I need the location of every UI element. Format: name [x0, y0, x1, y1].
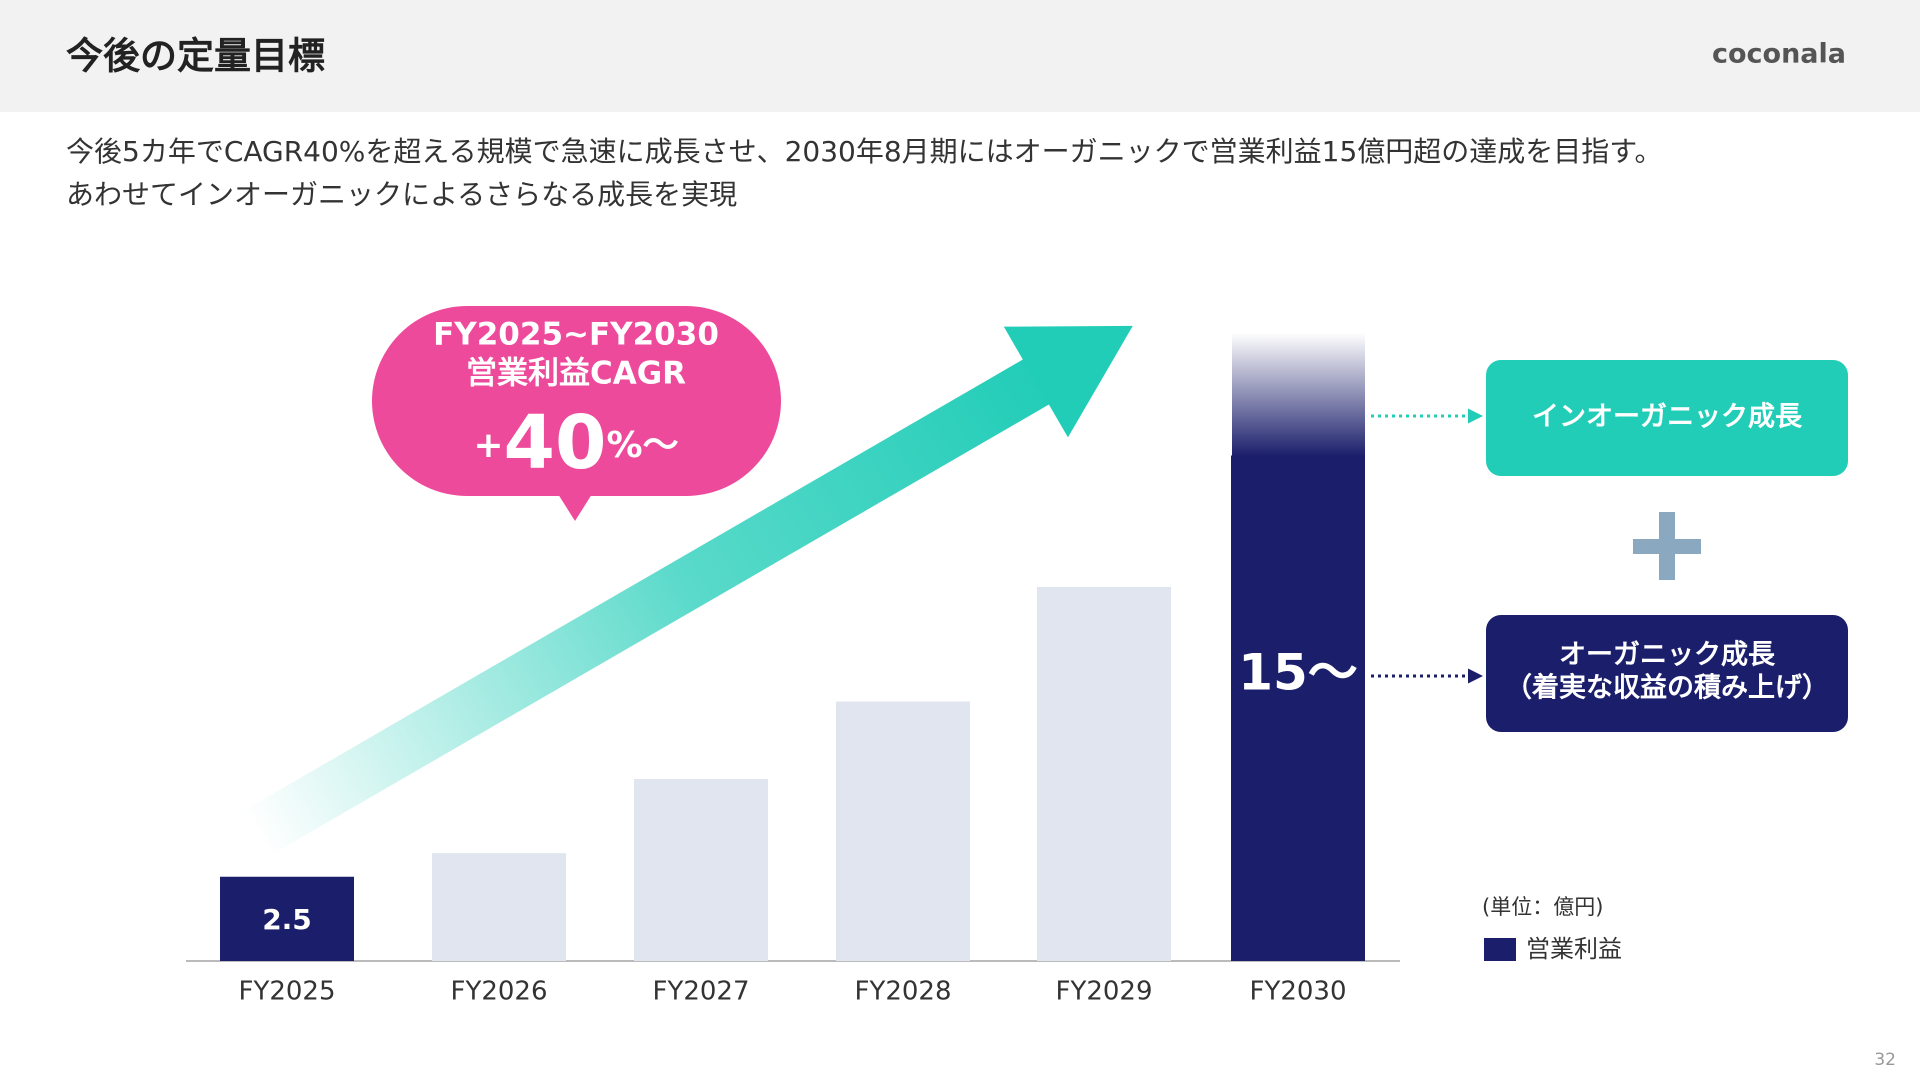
- bar: [1037, 586, 1171, 961]
- inorganic-fade: [1232, 333, 1365, 456]
- subtitle-line: 今後5カ年でCAGR40%を超える規模で急速に成長させ、2030年8月期にはオー…: [66, 135, 1662, 168]
- legend-swatch: [1484, 938, 1516, 961]
- bar: [432, 853, 566, 961]
- logo: coconala: [1712, 39, 1846, 70]
- callout-suffix: %～: [607, 425, 679, 466]
- x-tick-label: FY2029: [1055, 977, 1152, 1007]
- inorganic-box: [1486, 360, 1848, 476]
- organic-sublabel: （着実な収益の積み上げ）: [1505, 672, 1829, 704]
- plus-sign: [1633, 512, 1701, 580]
- x-tick-label: FY2028: [854, 977, 951, 1007]
- callout-number: 40: [504, 400, 607, 486]
- bar: [1231, 455, 1365, 961]
- organic-box: [1486, 615, 1848, 732]
- bar: [220, 876, 354, 961]
- x-tick-label: FY2027: [652, 977, 749, 1007]
- x-tick-label: FY2025: [238, 977, 335, 1007]
- callout-prefix: +: [473, 425, 503, 466]
- page-number: 32: [1874, 1050, 1896, 1070]
- data-label: 15～: [1238, 644, 1358, 702]
- page-title: 今後の定量目標: [66, 35, 325, 78]
- header-bar: [0, 0, 1920, 112]
- x-tick-label: FY2030: [1249, 977, 1346, 1007]
- callout-metric: 営業利益CAGR: [466, 356, 686, 392]
- subtitle-line: あわせてインオーガニックによるさらなる成長を実現: [66, 178, 737, 211]
- legend-label: 営業利益: [1526, 935, 1622, 963]
- callout-value: +40%～: [473, 400, 678, 486]
- bar: [836, 701, 970, 961]
- growth-arrow: [243, 325, 1133, 856]
- data-label: 2.5: [262, 903, 312, 936]
- organic-label: オーガニック成長: [1559, 640, 1776, 671]
- inorganic-label: インオーガニック成長: [1532, 402, 1803, 433]
- cagr-callout: FY2025~FY2030 営業利益CAGR +40%～: [372, 306, 781, 521]
- callout-period: FY2025~FY2030: [433, 317, 719, 353]
- x-tick-label: FY2026: [450, 977, 547, 1007]
- unit-label: (単位：億円): [1482, 895, 1603, 919]
- bar: [634, 779, 768, 961]
